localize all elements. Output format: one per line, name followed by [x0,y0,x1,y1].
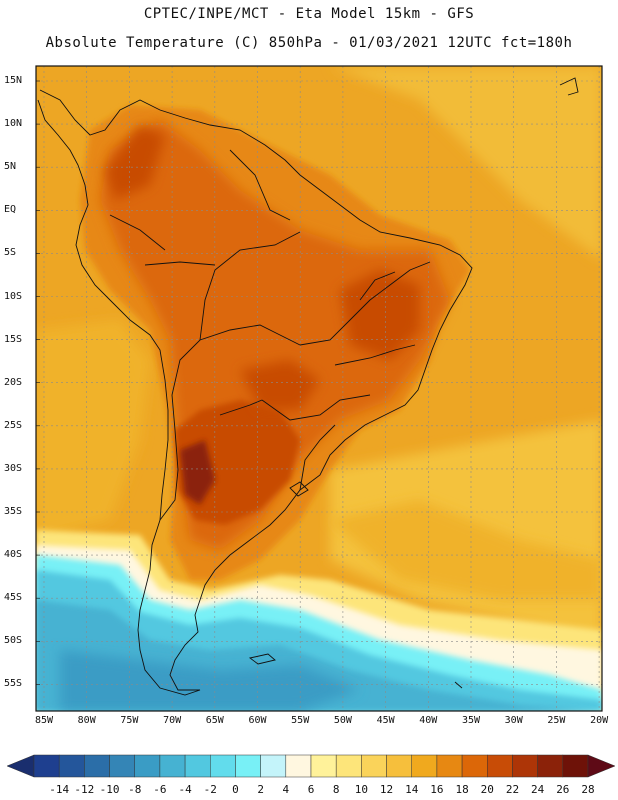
colorbar-swatch [461,754,488,778]
lon-label: 65W [205,715,224,726]
lon-label: 45W [376,715,395,726]
colorbar-swatch [184,754,211,778]
map-title: CPTEC/INPE/MCT - Eta Model 15km - GFS [143,6,475,22]
lat-label: 35S [4,506,23,517]
colorbar-label: 18 [455,783,469,796]
colorbar-under-arrow [6,754,35,778]
lat-label: 15S [4,333,23,345]
lat-label: 10S [4,290,23,302]
colorbar-swatch [361,754,387,778]
lon-label: 40W [419,715,438,726]
colorbar-over-arrow [587,754,616,778]
colorbar-label: 24 [531,783,545,796]
colorbar-label: 22 [505,783,520,796]
lon-label: 30W [504,715,523,726]
colorbar-swatch [512,754,538,778]
colorbar-label: -10 [99,783,120,796]
lat-label: 20S [4,376,23,388]
colorbar-label: -12 [74,783,95,796]
colorbar-label: -6 [153,783,167,796]
lon-label: 85W [34,715,54,726]
colorbar-label: -14 [49,783,70,796]
colorbar-swatch [109,754,135,778]
colorbar-label: 2 [257,783,264,796]
graticule [36,66,602,711]
colorbar-swatch [386,754,412,778]
colorbar-swatch [84,754,110,778]
colorbar-swatch [411,754,438,778]
colorbar [6,754,616,778]
lat-label: 50S [4,635,23,647]
lon-label: 60W [248,715,267,726]
map-frame [35,65,603,712]
lat-label: 30S [4,462,23,474]
colorbar-label: 8 [332,783,340,796]
colorbar-swatch [436,754,463,778]
colorbar-swatch [210,754,236,778]
colorbar-swatch [134,754,161,778]
colorbar-swatch [235,754,261,778]
colorbar-label: -2 [203,783,217,796]
lon-label: 50W [333,715,352,726]
colorbar-label: 4 [282,783,290,796]
colorbar-label: 14 [405,783,419,796]
temperature-field [36,66,602,711]
colorbar-label: 28 [581,783,595,796]
lon-label: 35W [461,715,481,726]
lat-label: 15N [4,75,23,86]
colorbar-label: 16 [430,783,444,796]
colorbar-label: -8 [128,783,142,796]
colorbar-label: 12 [379,783,394,796]
colorbar-label: 26 [556,783,570,796]
coastline [37,77,579,696]
lat-label: 5N [4,161,17,173]
colorbar-swatch [537,754,564,778]
lat-label: 25S [4,419,23,431]
colorbar-swatch [285,754,312,778]
colorbar-swatch [159,754,186,778]
lat-label: 5S [4,247,17,259]
colorbar-swatch [335,754,362,778]
lat-label: 10N [4,118,23,130]
colorbar-label: 0 [232,783,239,796]
lat-label: EQ [4,204,17,216]
colorbar-swatch [33,754,60,778]
colorbar-swatch [260,754,287,778]
lon-label: 55W [291,715,310,726]
colorbar-swatch [310,754,337,778]
lon-label: 70W [163,715,182,726]
colorbar-label: 10 [354,783,368,796]
lon-label: 80W [77,715,96,726]
lon-label: 75W [120,715,139,726]
lat-label: 55S [4,678,23,690]
lat-label: 40S [4,549,23,561]
colorbar-label: 6 [307,783,315,796]
colorbar-label: -4 [178,783,192,796]
colorbar-swatch [58,754,85,778]
colorbar-label: 20 [480,783,494,796]
lon-label: 20W [590,715,609,726]
colorbar-swatch [487,754,513,778]
lon-label: 25W [547,715,566,726]
map-subtitle: Absolute Temperature (C) 850hPa - 01/03/… [45,35,573,51]
lat-label: 45S [4,592,23,604]
colorbar-swatch [562,754,589,778]
